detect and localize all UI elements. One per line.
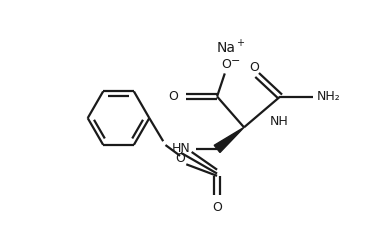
Text: +: + bbox=[236, 38, 244, 48]
Text: −: − bbox=[231, 56, 240, 66]
Text: Na: Na bbox=[217, 41, 236, 55]
Polygon shape bbox=[214, 127, 244, 153]
Text: NH₂: NH₂ bbox=[317, 90, 341, 103]
Text: O: O bbox=[169, 90, 179, 103]
Text: O: O bbox=[212, 201, 222, 214]
Text: O: O bbox=[222, 58, 231, 71]
Text: HN: HN bbox=[171, 142, 190, 155]
Text: O: O bbox=[175, 152, 185, 165]
Text: NH: NH bbox=[269, 115, 288, 128]
Text: O: O bbox=[249, 61, 259, 74]
